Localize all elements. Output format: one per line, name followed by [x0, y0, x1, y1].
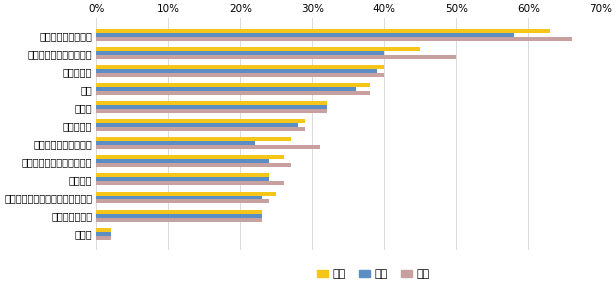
- Bar: [97, 141, 255, 145]
- Bar: [97, 214, 262, 218]
- Bar: [97, 191, 277, 196]
- Bar: [97, 218, 262, 221]
- Bar: [97, 200, 269, 203]
- Bar: [97, 232, 111, 236]
- Bar: [97, 155, 283, 159]
- Bar: [97, 119, 305, 123]
- Bar: [97, 29, 550, 33]
- Legend: 全体, 男性, 女性: 全体, 男性, 女性: [312, 265, 434, 284]
- Bar: [97, 91, 370, 95]
- Bar: [97, 101, 327, 105]
- Bar: [97, 163, 291, 167]
- Bar: [97, 47, 420, 51]
- Bar: [97, 65, 384, 69]
- Bar: [97, 123, 298, 127]
- Bar: [97, 196, 262, 200]
- Bar: [97, 177, 269, 182]
- Bar: [97, 137, 291, 141]
- Bar: [97, 127, 305, 131]
- Bar: [97, 51, 384, 55]
- Bar: [97, 73, 384, 77]
- Bar: [97, 69, 377, 73]
- Bar: [97, 182, 283, 185]
- Bar: [97, 145, 320, 149]
- Bar: [97, 159, 269, 163]
- Bar: [97, 55, 456, 59]
- Bar: [97, 37, 572, 41]
- Bar: [97, 173, 269, 177]
- Bar: [97, 87, 355, 91]
- Bar: [97, 210, 262, 214]
- Bar: [97, 105, 327, 109]
- Bar: [97, 236, 111, 240]
- Bar: [97, 109, 327, 113]
- Bar: [97, 228, 111, 232]
- Bar: [97, 83, 370, 87]
- Bar: [97, 33, 514, 37]
